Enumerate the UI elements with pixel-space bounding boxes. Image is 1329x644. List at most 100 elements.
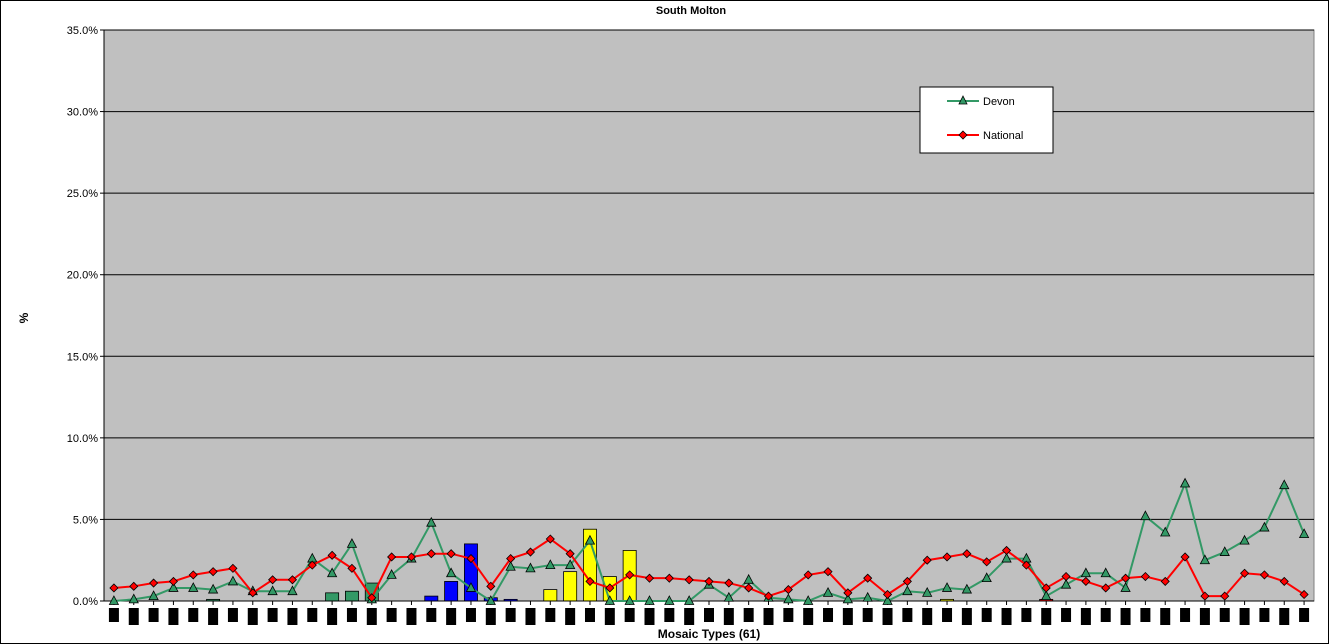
data-point	[724, 578, 734, 588]
x-tick-label-block	[902, 608, 913, 622]
data-point	[268, 575, 278, 585]
y-tick-label: 30.0%	[67, 107, 98, 119]
x-tick-label-block	[981, 608, 992, 622]
data-point	[188, 582, 199, 592]
data-point	[882, 589, 893, 600]
data-point	[267, 585, 278, 596]
x-tick-label-block	[1041, 608, 1052, 625]
x-tick-label-block	[307, 608, 318, 622]
x-tick-label-block	[684, 608, 695, 625]
data-point	[822, 586, 834, 597]
x-tick-label-block	[1001, 608, 1012, 625]
data-point	[564, 559, 576, 570]
data-point	[525, 547, 536, 557]
x-tick-label-block	[1021, 608, 1032, 622]
x-tick-label-block	[862, 608, 873, 622]
data-point	[1100, 567, 1111, 578]
data-point	[326, 567, 338, 578]
data-point	[1259, 521, 1270, 532]
y-tick-label: 10.0%	[67, 433, 98, 445]
data-point	[466, 554, 476, 564]
y-axis-title: %	[17, 312, 31, 323]
y-tick-label: 5.0%	[73, 514, 98, 526]
data-point	[1239, 534, 1250, 545]
x-tick-label-block	[644, 608, 655, 625]
legend-box	[919, 86, 1054, 154]
x-tick-label-block	[842, 608, 853, 625]
x-tick-label-block	[763, 608, 774, 625]
data-point	[287, 585, 298, 596]
x-tick-label-block	[247, 608, 258, 625]
data-point	[386, 569, 397, 579]
data-point	[287, 575, 298, 585]
x-tick-label-block	[168, 608, 179, 625]
data-point	[545, 534, 555, 544]
data-point	[783, 593, 794, 604]
data-point	[723, 591, 735, 602]
x-tick-label-block	[108, 608, 119, 622]
x-tick-label-block	[327, 608, 338, 625]
data-point	[1199, 554, 1211, 565]
x-tick-label-block	[346, 608, 357, 622]
data-point	[783, 585, 793, 595]
data-point	[922, 555, 932, 565]
x-tick-label-block	[961, 608, 972, 625]
legend-national-label: National	[983, 130, 1023, 142]
bar	[325, 592, 340, 602]
data-point	[1061, 571, 1071, 582]
data-point	[129, 581, 139, 591]
data-point	[1299, 589, 1309, 600]
x-tick-label-block	[604, 608, 615, 625]
bar	[424, 595, 439, 602]
data-point	[902, 576, 912, 586]
data-point	[743, 573, 754, 584]
x-tick-label-block	[386, 608, 397, 622]
data-point	[1160, 526, 1171, 537]
data-point	[168, 576, 178, 586]
x-tick-label-block	[942, 608, 953, 622]
x-tick-label-block	[446, 608, 457, 625]
x-tick-label-block	[723, 608, 734, 625]
data-point	[149, 578, 159, 588]
data-point	[506, 554, 516, 564]
data-point	[803, 595, 814, 605]
x-tick-label-block	[188, 608, 199, 622]
x-tick-label-block	[426, 608, 437, 622]
x-tick-label-block	[406, 608, 417, 625]
data-point	[1001, 545, 1012, 555]
x-tick-label-block	[704, 608, 714, 622]
x-axis-title: Mosaic Types (61)	[658, 627, 760, 641]
data-point	[605, 583, 615, 593]
data-point	[1120, 582, 1131, 592]
data-point	[862, 591, 873, 602]
x-tick-label-block	[664, 608, 675, 622]
data-point	[664, 573, 674, 583]
legend-devon-marker	[958, 95, 968, 105]
x-tick-label-block	[1100, 608, 1111, 622]
data-point	[644, 573, 655, 583]
x-tick-label-block	[505, 608, 516, 622]
y-tick-label: 20.0%	[67, 270, 98, 282]
data-point	[625, 570, 635, 580]
y-tick-label: 15.0%	[67, 351, 98, 363]
data-point	[505, 560, 516, 571]
y-tick-label: 25.0%	[67, 188, 98, 200]
data-point	[942, 552, 952, 562]
x-tick-label-block	[584, 608, 595, 622]
data-point	[585, 576, 595, 586]
x-tick-label-block	[1080, 608, 1091, 625]
data-point	[1081, 576, 1091, 586]
data-point	[426, 549, 436, 559]
data-point	[863, 573, 873, 583]
x-tick-label-block	[743, 608, 754, 622]
data-point	[1279, 576, 1289, 586]
data-point	[207, 583, 219, 594]
data-point	[644, 595, 655, 605]
data-point	[1298, 528, 1310, 539]
data-point	[148, 590, 159, 601]
data-point	[307, 560, 317, 570]
x-tick-label-block	[128, 608, 139, 625]
data-point	[1240, 568, 1250, 578]
x-tick-label-block	[1279, 608, 1290, 625]
